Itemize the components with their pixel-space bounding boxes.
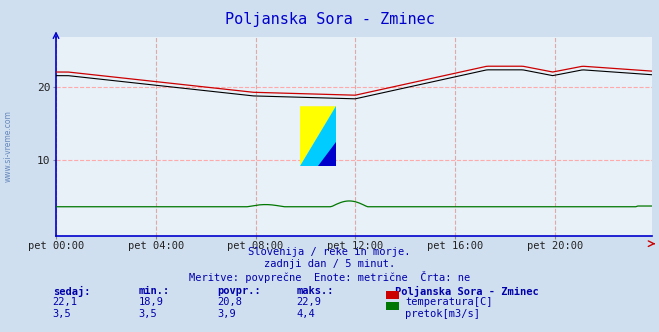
Text: 22,1: 22,1 bbox=[53, 297, 78, 307]
Text: 22,9: 22,9 bbox=[297, 297, 322, 307]
Text: Meritve: povprečne  Enote: metrične  Črta: ne: Meritve: povprečne Enote: metrične Črta:… bbox=[189, 271, 470, 283]
Text: 18,9: 18,9 bbox=[138, 297, 163, 307]
Text: Poljanska Sora - Zminec: Poljanska Sora - Zminec bbox=[395, 286, 539, 296]
Text: min.:: min.: bbox=[138, 286, 169, 295]
Text: 20,8: 20,8 bbox=[217, 297, 243, 307]
Polygon shape bbox=[318, 142, 336, 166]
Polygon shape bbox=[300, 106, 336, 166]
Polygon shape bbox=[300, 106, 336, 166]
Text: maks.:: maks.: bbox=[297, 286, 334, 295]
Text: www.si-vreme.com: www.si-vreme.com bbox=[3, 110, 13, 182]
Text: 3,5: 3,5 bbox=[138, 309, 157, 319]
Text: 3,9: 3,9 bbox=[217, 309, 236, 319]
Text: sedaj:: sedaj: bbox=[53, 286, 90, 296]
Text: povpr.:: povpr.: bbox=[217, 286, 261, 295]
Text: Slovenija / reke in morje.: Slovenija / reke in morje. bbox=[248, 247, 411, 257]
Text: zadnji dan / 5 minut.: zadnji dan / 5 minut. bbox=[264, 259, 395, 269]
Text: pretok[m3/s]: pretok[m3/s] bbox=[405, 309, 480, 319]
Text: Poljanska Sora - Zminec: Poljanska Sora - Zminec bbox=[225, 12, 434, 27]
Text: 4,4: 4,4 bbox=[297, 309, 315, 319]
Text: temperatura[C]: temperatura[C] bbox=[405, 297, 493, 307]
Text: 3,5: 3,5 bbox=[53, 309, 71, 319]
